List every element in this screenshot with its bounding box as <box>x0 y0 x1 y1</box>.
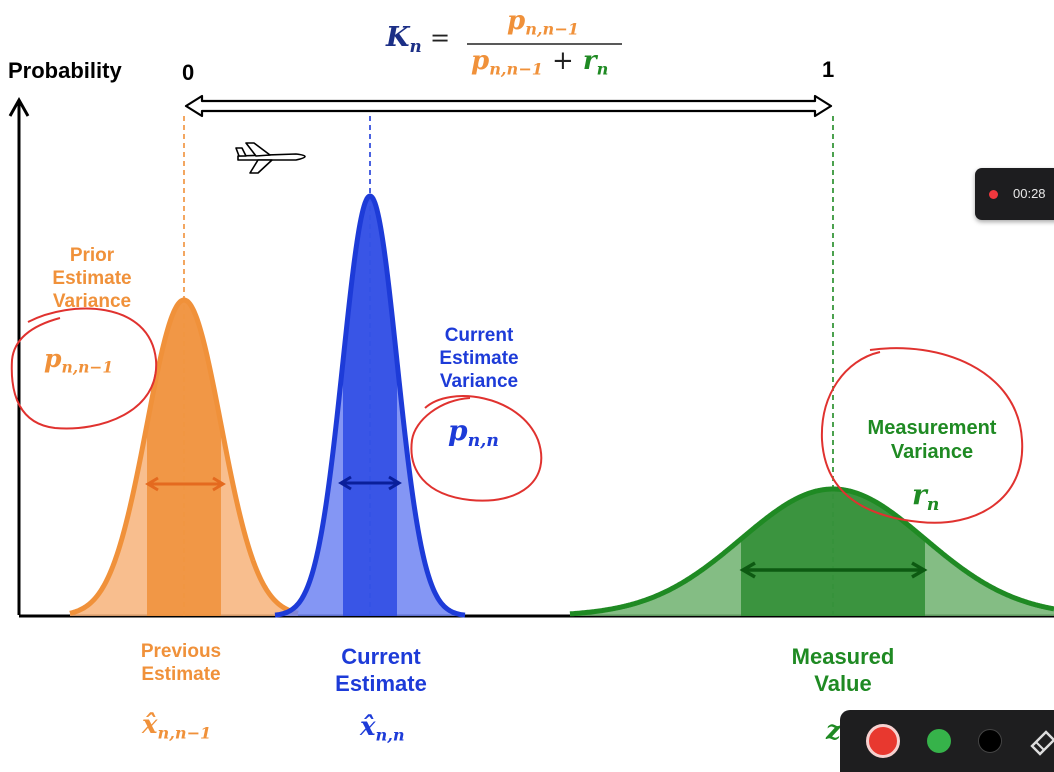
y-axis-label: Probability <box>8 58 122 83</box>
current-distribution-curve <box>274 193 466 618</box>
measured-value-symbol: z <box>826 716 841 746</box>
black-color-button[interactable] <box>978 729 1002 753</box>
prior-variance-title: Prior Estimate Variance <box>52 245 132 313</box>
kalman-gain-symbol: Kn <box>386 22 422 56</box>
formula-numerator: pn,n−1 <box>507 6 579 39</box>
measurement-variance-title: Measurement Variance <box>867 417 997 464</box>
current-estimate-label: Current Estimate <box>335 644 427 696</box>
recording-indicator[interactable]: 00:28 <box>975 168 1054 220</box>
gain-range-arrow <box>184 94 833 118</box>
measurement-distribution-curve <box>569 486 1054 617</box>
recording-time: 00:28 <box>1013 186 1046 201</box>
gaussian-curves <box>69 193 1054 618</box>
current-variance-title: Current Estimate Variance <box>439 325 519 393</box>
green-color-button[interactable] <box>927 729 951 753</box>
measurement-sigma-band <box>741 489 925 616</box>
annotation-toolbar <box>840 710 1054 772</box>
annotation-circle-current <box>410 395 543 502</box>
gain-min-label: 0 <box>182 60 195 85</box>
eraser-icon[interactable] <box>1026 724 1054 758</box>
record-button[interactable] <box>866 724 900 758</box>
current-sigma-band <box>343 196 397 616</box>
previous-estimate-symbol: x̂n,n−1 <box>142 710 212 743</box>
prior-distribution-curve <box>69 297 299 616</box>
y-axis-arrowhead <box>8 96 30 117</box>
previous-estimate-label: Previous Estimate <box>140 641 222 686</box>
prior-variance-arrow <box>145 476 226 492</box>
measurement-variance-symbol: rn <box>912 478 940 516</box>
recording-dot-icon <box>989 190 998 199</box>
annotation-circle-prior <box>10 307 158 430</box>
current-variance-symbol: pn,n <box>448 414 499 452</box>
airplane-icon <box>235 142 306 174</box>
prior-sigma-band <box>147 300 221 616</box>
measurement-variance-arrow <box>739 561 928 579</box>
current-estimate-symbol: x̂n,n <box>360 712 405 745</box>
current-variance-arrow <box>338 475 402 491</box>
formula-equals: = <box>430 24 451 52</box>
prior-variance-symbol: pn,n−1 <box>44 344 114 377</box>
measured-value-label: Measured Value <box>791 644 895 696</box>
gain-max-label: 1 <box>822 57 835 82</box>
formula-denominator: pn,n−1 + rn <box>471 46 609 79</box>
annotation-circle-measurement <box>820 347 1024 524</box>
